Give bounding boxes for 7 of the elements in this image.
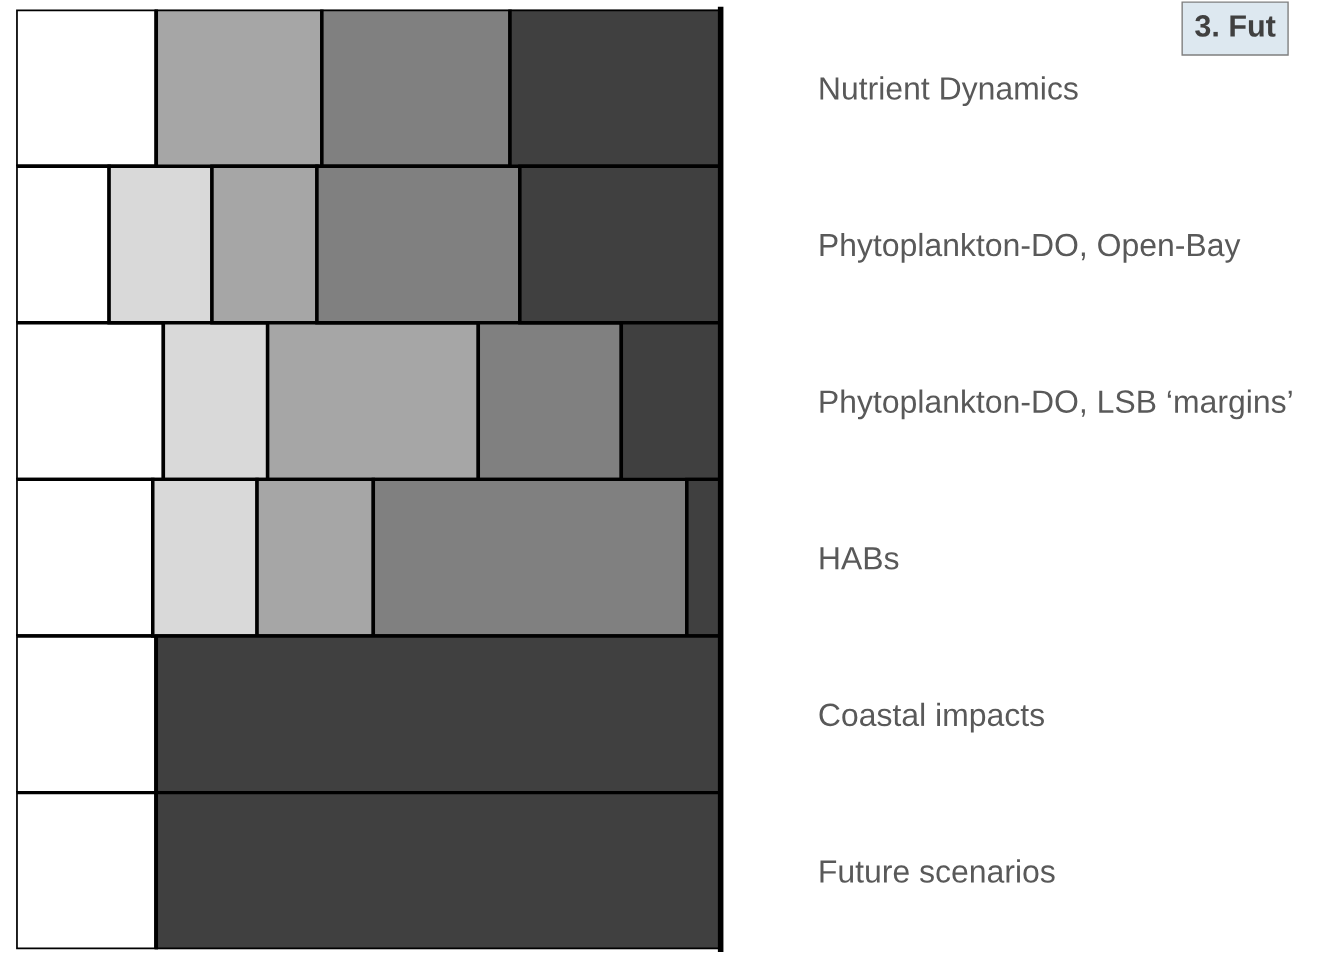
y-tick-label: Nutrient Dynamics xyxy=(820,76,1078,107)
y-tick-label: HABs xyxy=(820,547,899,570)
y-tick-label: Phytoplankton-DO, LSB ‘margins’ xyxy=(820,389,1292,420)
text: 3. Fut xyxy=(1195,15,1276,37)
y-tick-label: Phytoplankton-DO, Open-Bay xyxy=(820,232,1241,263)
y-tick-label: Coastal impacts xyxy=(819,702,1044,733)
y-tick-label: Future scenarios xyxy=(820,859,1055,883)
